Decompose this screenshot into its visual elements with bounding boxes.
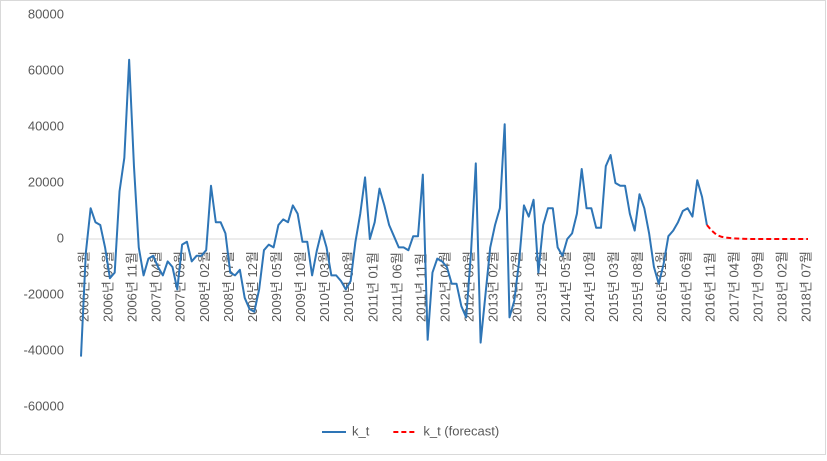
y-tick-label: 60000 bbox=[28, 62, 64, 77]
legend-label: k_t (forecast) bbox=[423, 423, 499, 438]
x-tick-label: 2017년 04월 bbox=[726, 251, 741, 322]
x-tick-label: 2018년 02월 bbox=[775, 251, 790, 322]
x-tick-label: 2016년 01월 bbox=[654, 251, 669, 322]
series-line bbox=[706, 224, 808, 240]
x-tick-label: 2008년 02월 bbox=[197, 251, 212, 322]
x-tick-label: 2007년 09월 bbox=[173, 251, 188, 322]
y-tick-label: 80000 bbox=[28, 6, 64, 21]
x-tick-label: 2009년 05월 bbox=[269, 251, 284, 322]
x-tick-label: 2014년 10월 bbox=[582, 251, 597, 322]
x-tick-label: 2016년 06월 bbox=[678, 251, 693, 322]
x-tick-label: 2008년 07월 bbox=[221, 251, 236, 322]
y-tick-label: -60000 bbox=[24, 398, 64, 413]
x-tick-label: 2011년 06월 bbox=[389, 252, 404, 322]
x-tick-label: 2006년 06월 bbox=[101, 251, 116, 322]
legend-label: k_t bbox=[352, 423, 370, 438]
x-tick-label: 2010년 03월 bbox=[317, 251, 332, 322]
x-tick-label: 2013년 02월 bbox=[486, 251, 501, 322]
y-tick-label: -40000 bbox=[24, 342, 64, 357]
x-tick-label: 2015년 03월 bbox=[606, 251, 621, 322]
series-line bbox=[80, 58, 708, 357]
y-tick-label: 40000 bbox=[28, 118, 64, 133]
x-tick-label: 2012년 04월 bbox=[438, 251, 453, 322]
y-tick-label: 20000 bbox=[28, 174, 64, 189]
x-tick-label: 2013년 12월 bbox=[534, 251, 549, 322]
x-tick-label: 2015년 08월 bbox=[630, 251, 645, 322]
x-tick-label: 2014년 05월 bbox=[558, 251, 573, 322]
x-tick-label: 2006년 11월 bbox=[125, 252, 140, 322]
x-tick-label: 2017년 09월 bbox=[750, 251, 765, 322]
x-tick-label: 2009년 10월 bbox=[293, 251, 308, 322]
x-tick-label: 2011년 01월 bbox=[365, 252, 380, 322]
x-tick-label: 2016년 11월 bbox=[702, 252, 717, 322]
x-tick-label: 2018년 07월 bbox=[799, 251, 814, 322]
y-tick-label: -20000 bbox=[24, 286, 64, 301]
y-tick-label: 0 bbox=[57, 230, 64, 245]
